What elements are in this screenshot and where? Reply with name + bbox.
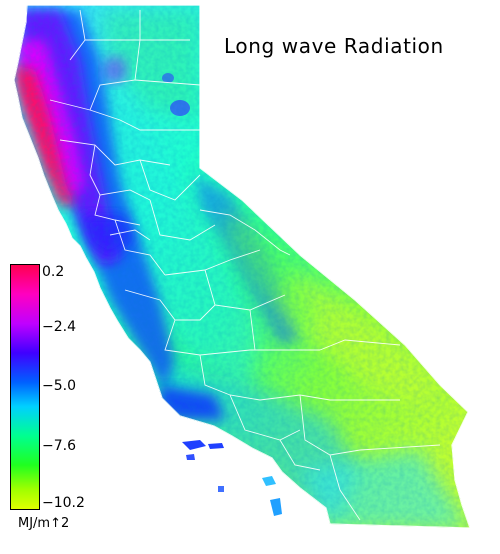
map-title: Long wave Radiation [224,34,444,58]
legend-tick-3: −5.0 [42,378,76,394]
legend-tick-5: −10.2 [42,495,85,511]
legend-gradient [11,265,39,509]
channel-islands [182,440,282,516]
legend-unit-label: MJ/m↑2 [18,516,70,531]
legend-tick-2: −2.4 [42,319,76,335]
legend-tick-4: −7.6 [42,438,76,454]
county-boundaries [49,9,441,521]
legend-tick-1: 0.2 [42,264,65,280]
color-legend-bar [10,264,40,510]
